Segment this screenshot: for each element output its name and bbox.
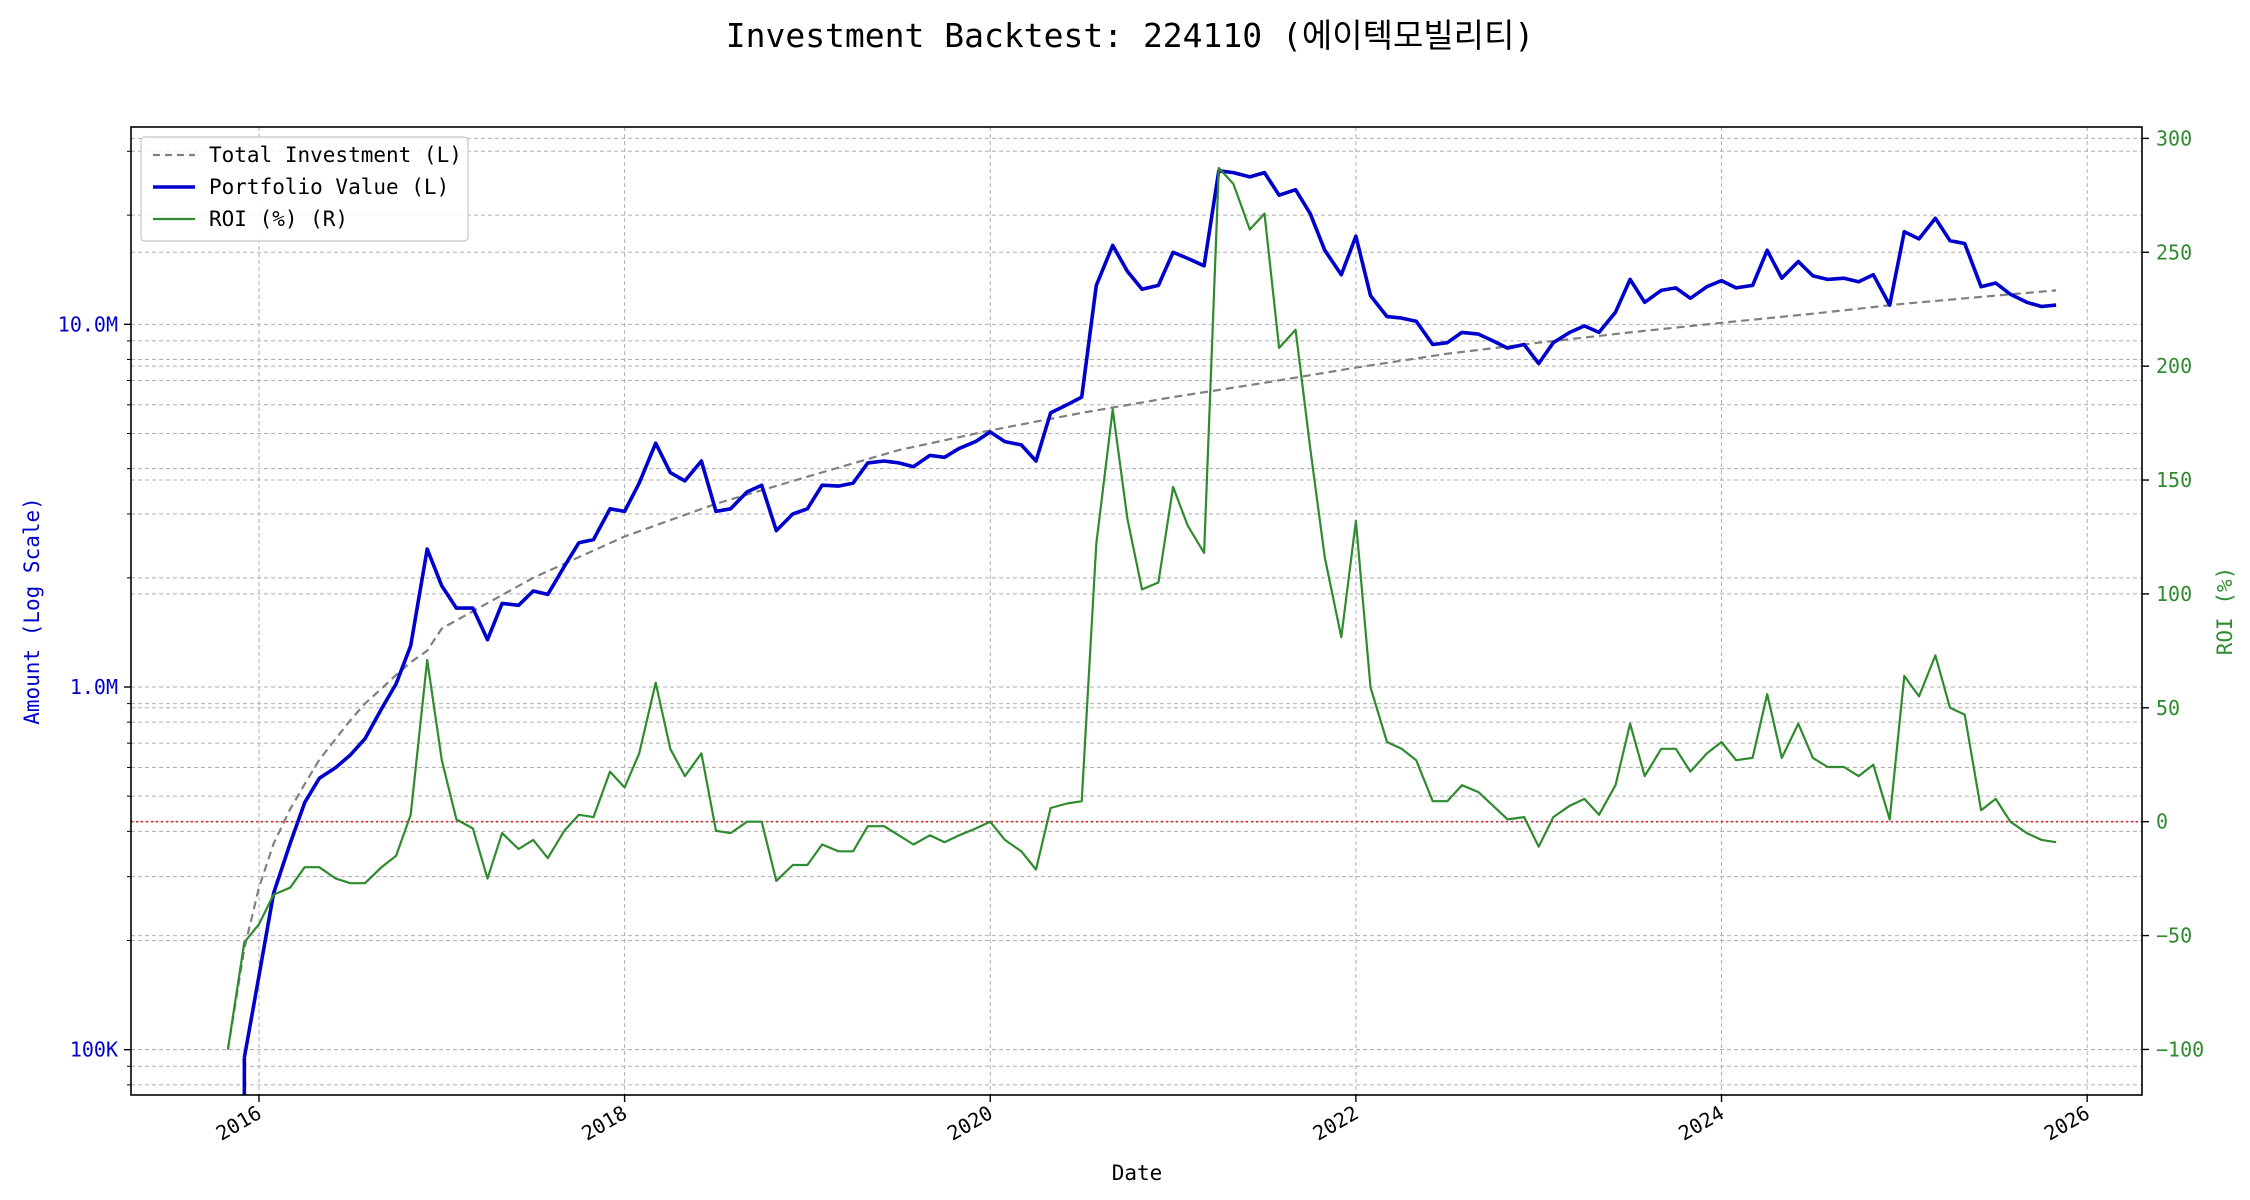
right-tick-label: 150	[2156, 468, 2192, 492]
legend-label-investment: Total Investment (L)	[209, 143, 462, 167]
right-tick-label: 200	[2156, 354, 2192, 378]
right-tick-label: −50	[2156, 924, 2192, 948]
right-tick-label: −100	[2156, 1037, 2204, 1061]
legend-label-portfolio: Portfolio Value (L)	[209, 175, 449, 199]
legend-label-roi: ROI (%) (R)	[209, 207, 348, 231]
left-tick-label: 1.0M	[70, 675, 118, 699]
right-tick-label: 50	[2156, 696, 2180, 720]
series-lines	[226, 166, 2057, 1095]
right-tick-label: 0	[2156, 810, 2168, 834]
x-tick-label: 2026	[2040, 1101, 2094, 1146]
right-tick-label: 300	[2156, 126, 2192, 150]
portfolio-value-line	[242, 169, 2057, 1059]
right-axis-ticks: −100 −50 0 50 100 150 200 250 300	[2142, 126, 2204, 1061]
legend: Total Investment (L) Portfolio Value (L)…	[140, 136, 469, 242]
x-tick-label: 2020	[943, 1101, 997, 1146]
x-axis-label: Date	[1112, 1161, 1163, 1185]
plot-frame	[130, 126, 2143, 1096]
left-tick-label: 100K	[70, 1038, 118, 1062]
left-tick-label: 10.0M	[58, 312, 118, 336]
roi-line	[226, 166, 2057, 1050]
legend-box	[140, 136, 469, 242]
x-tick-label: 2024	[1674, 1101, 1728, 1146]
grid-lines	[131, 127, 2142, 1095]
investment-line	[226, 289, 2057, 1050]
left-axis-label: Amount (Log Scale)	[20, 497, 44, 725]
right-axis-label: ROI (%)	[2213, 567, 2237, 656]
chart-title: Investment Backtest: 224110 (에이텍모빌리티)	[726, 16, 1535, 55]
x-tick-label: 2022	[1309, 1101, 1363, 1146]
x-tick-label: 2016	[212, 1101, 266, 1146]
right-tick-label: 250	[2156, 240, 2192, 264]
left-axis-ticks: 100K 1.0M 10.0M	[58, 150, 131, 1086]
right-tick-label: 100	[2156, 582, 2192, 606]
x-tick-label: 2018	[577, 1101, 631, 1146]
x-axis-ticks: 2016 2018 2020 2022 2024 2026	[212, 1095, 2094, 1145]
